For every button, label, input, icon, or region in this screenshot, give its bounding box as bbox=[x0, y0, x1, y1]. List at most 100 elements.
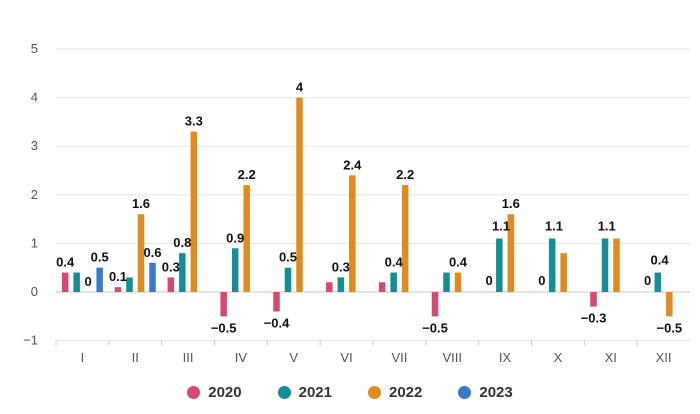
data-label-2022-VI: 2.4 bbox=[343, 157, 362, 172]
data-label-extra: 1.1 bbox=[492, 219, 510, 234]
bar-2021-VIII[interactable] bbox=[443, 272, 450, 292]
bar-2022-II[interactable] bbox=[137, 214, 145, 292]
bar-2022-IV[interactable] bbox=[243, 185, 250, 292]
bar-2020-VIII[interactable] bbox=[431, 292, 439, 317]
legend-marker-2020 bbox=[187, 386, 201, 399]
data-label-2021-III: 0.8 bbox=[173, 235, 191, 250]
bar-2021-V[interactable] bbox=[284, 267, 292, 292]
data-label-2022-VIII: 0.4 bbox=[449, 255, 468, 270]
bar-2022-V[interactable] bbox=[296, 97, 303, 292]
data-label-2022-VII: 2.2 bbox=[396, 167, 414, 182]
data-label-2020-I: 0.4 bbox=[56, 255, 75, 270]
data-label-extra: 0 bbox=[485, 273, 492, 288]
bar-2021-I[interactable] bbox=[73, 272, 80, 292]
data-label-2022-I: 0 bbox=[85, 274, 92, 289]
data-label-2020-XI: −0.3 bbox=[581, 311, 607, 326]
data-label-extra: 1.1 bbox=[598, 219, 616, 234]
legend-item-2021[interactable]: 2021 bbox=[277, 384, 332, 401]
bar-2021-IV[interactable] bbox=[231, 248, 239, 292]
bar-2022-X[interactable] bbox=[560, 253, 567, 292]
y-tick-label: 1 bbox=[31, 235, 38, 250]
bar-2021-II[interactable] bbox=[126, 277, 133, 292]
bar-2021-VI[interactable] bbox=[337, 277, 345, 292]
data-label-2022-IX: 1.6 bbox=[502, 196, 520, 211]
bar-2020-VI[interactable] bbox=[326, 282, 333, 292]
x-tick-label: IV bbox=[235, 350, 248, 365]
bar-2022-IX[interactable] bbox=[507, 214, 515, 292]
x-tick-label: X bbox=[554, 350, 563, 365]
x-tick-label: VIII bbox=[442, 350, 462, 365]
bar-2021-VII[interactable] bbox=[390, 272, 397, 292]
bar-2022-XI[interactable] bbox=[613, 238, 620, 292]
legend-marker-2021 bbox=[277, 386, 291, 399]
bar-2023-II[interactable] bbox=[149, 262, 156, 292]
data-label-2020-II: 0.1 bbox=[109, 269, 127, 284]
bar-2020-III[interactable] bbox=[167, 277, 175, 292]
legend-marker-2022 bbox=[368, 386, 381, 399]
bar-2022-XII[interactable] bbox=[666, 292, 673, 317]
y-axis: 5 4 3 2 1 0 −1 bbox=[23, 41, 38, 348]
y-tick-label: 2 bbox=[31, 187, 38, 202]
bar-2022-VII[interactable] bbox=[401, 185, 409, 292]
data-label-2020-III: 0.3 bbox=[162, 259, 180, 274]
legend-marker-2023 bbox=[458, 386, 472, 399]
bar-2022-VIII[interactable] bbox=[454, 272, 462, 292]
y-tick-label: 0 bbox=[31, 284, 38, 299]
legend-label-2022: 2022 bbox=[389, 384, 423, 401]
bars bbox=[61, 97, 673, 317]
data-label-2022-XII: −0.5 bbox=[656, 320, 682, 335]
legend-label-2020: 2020 bbox=[208, 384, 242, 401]
x-tick-label: VII bbox=[391, 350, 407, 365]
bar-2020-II[interactable] bbox=[114, 287, 122, 292]
chart: 5 4 3 2 1 0 −1 0.4 0.1 0.3 −0.5 −0.4 −0.5 −0.3 0.8 0.9… bbox=[23, 41, 690, 365]
data-label-2021-VI: 0.3 bbox=[332, 259, 350, 274]
bar-2020-XI[interactable] bbox=[590, 292, 597, 307]
bar-2021-IX[interactable] bbox=[496, 238, 503, 292]
data-label-2021-VII: 0.4 bbox=[385, 255, 404, 270]
bar-2020-IV[interactable] bbox=[220, 292, 227, 317]
x-tick-label: VI bbox=[340, 350, 352, 365]
y-tick-label: 4 bbox=[31, 90, 38, 105]
data-label-2021-IV: 0.9 bbox=[226, 230, 244, 245]
bar-2021-XII[interactable] bbox=[654, 272, 662, 292]
bar-2020-I[interactable] bbox=[61, 272, 69, 292]
bar-2022-III[interactable] bbox=[190, 131, 198, 292]
data-label-2022-III: 3.3 bbox=[185, 114, 203, 129]
y-tick-label: 3 bbox=[31, 138, 38, 153]
data-label-2022-V: 4 bbox=[296, 80, 304, 95]
x-tick-label: V bbox=[289, 350, 298, 365]
data-labels: 0.4 0.1 0.3 −0.5 −0.4 −0.5 −0.3 0.8 0.9 0.5 0.3 0.4… bbox=[56, 80, 682, 336]
data-label-2022-II: 1.6 bbox=[132, 196, 150, 211]
bar-2020-VII[interactable] bbox=[378, 282, 386, 292]
data-label-extra: 0 bbox=[538, 273, 545, 288]
legend-label-2023: 2023 bbox=[479, 384, 513, 401]
data-label-2023-II: 0.6 bbox=[143, 245, 161, 260]
y-tick-label: 5 bbox=[31, 41, 38, 56]
bar-2021-X[interactable] bbox=[548, 238, 556, 292]
bar-2023-I[interactable] bbox=[96, 267, 103, 292]
x-tick-label: I bbox=[81, 350, 85, 365]
data-label-extra: 0.4 bbox=[651, 253, 670, 268]
data-label-extra: 1.1 bbox=[545, 219, 563, 234]
data-label-2020-V: −0.4 bbox=[264, 315, 290, 330]
data-label-2021-V: 0.5 bbox=[279, 250, 297, 265]
legend-label-2021: 2021 bbox=[298, 384, 332, 401]
bar-2020-V[interactable] bbox=[273, 292, 280, 312]
data-label-2020-IV: −0.5 bbox=[211, 320, 237, 335]
y-tick-label: −1 bbox=[23, 333, 38, 348]
legend-item-2023[interactable]: 2023 bbox=[458, 384, 513, 401]
bar-2021-III[interactable] bbox=[179, 253, 186, 292]
legend-item-2020[interactable]: 2020 bbox=[187, 384, 242, 401]
legend-item-2022[interactable]: 2022 bbox=[368, 384, 422, 401]
x-tick-label: XII bbox=[656, 350, 672, 365]
x-tick-label: II bbox=[132, 350, 139, 365]
x-tick-label: IX bbox=[499, 350, 512, 365]
data-label-extra: 0 bbox=[644, 273, 651, 288]
data-label-2023-I: 0.5 bbox=[91, 250, 109, 265]
x-axis: I II III IV V VI VII VIII IX X XI XII bbox=[55, 340, 672, 365]
x-tick-label: XI bbox=[605, 350, 617, 365]
data-label-2020-VIII: −0.5 bbox=[422, 320, 448, 335]
bar-2022-VI[interactable] bbox=[349, 175, 356, 292]
data-label-2022-IV: 2.2 bbox=[238, 167, 256, 182]
bar-2021-XI[interactable] bbox=[601, 238, 609, 292]
